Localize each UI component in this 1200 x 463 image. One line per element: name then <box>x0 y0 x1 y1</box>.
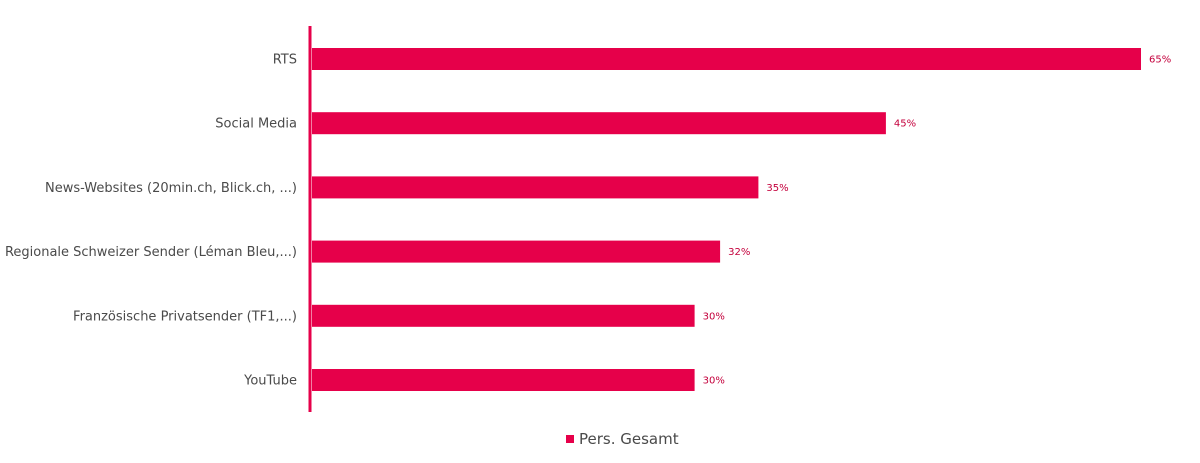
bars-group <box>312 48 1141 391</box>
value-label-5: 30% <box>703 376 725 387</box>
bar-2 <box>312 176 759 199</box>
bar-3 <box>312 240 721 263</box>
category-label-5: YouTube <box>243 374 297 389</box>
category-label-2: News-Websites (20min.ch, Blick.ch, ...) <box>45 181 297 196</box>
category-label-3: Regionale Schweizer Sender (Léman Bleu,.… <box>5 245 297 260</box>
value-label-0: 65% <box>1149 55 1171 66</box>
category-label-1: Social Media <box>215 117 297 132</box>
bar-0 <box>312 48 1141 70</box>
category-label-4: Französische Privatsender (TF1,...) <box>73 309 297 324</box>
category-labels-group: RTS Social Media News-Websites (20min.ch, … <box>5 53 297 389</box>
category-label-0: RTS <box>273 53 297 68</box>
value-label-1: 45% <box>894 119 916 130</box>
legend: Pers. Gesamt <box>566 430 679 448</box>
bar-1 <box>312 112 886 135</box>
bar-5 <box>312 369 695 391</box>
value-labels-group: 65% 45% 35% 32% 30% 30% <box>703 55 1172 387</box>
value-label-2: 35% <box>766 183 788 194</box>
bar-4 <box>312 304 695 327</box>
value-label-4: 30% <box>703 311 725 322</box>
legend-swatch <box>566 435 574 443</box>
legend-label-pers-gesamt: Pers. Gesamt <box>579 430 679 448</box>
value-label-3: 32% <box>728 247 750 258</box>
